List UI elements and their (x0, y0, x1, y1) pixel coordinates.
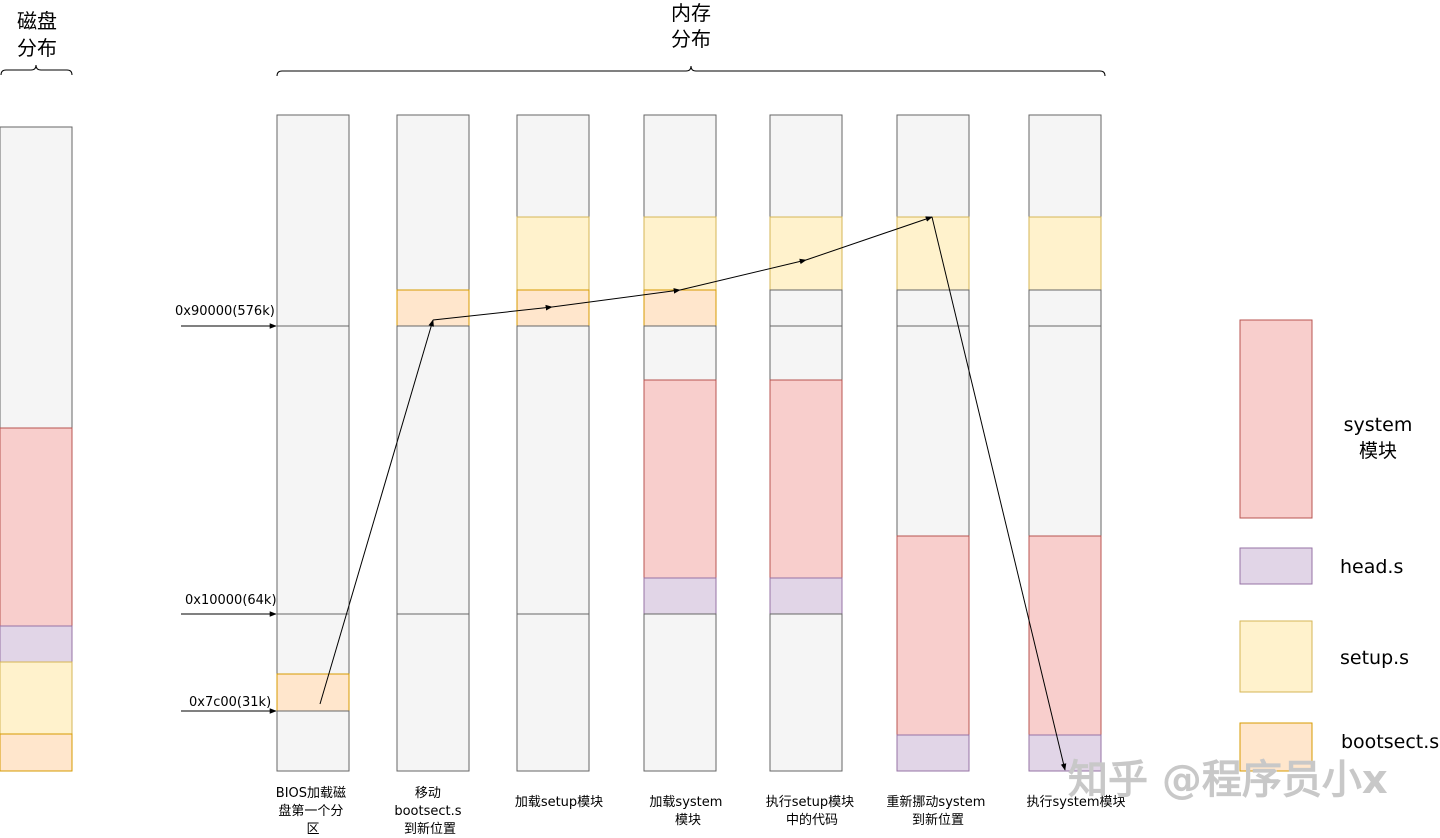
disk-brace (0, 64, 73, 76)
disk-title-line1: 磁盘 (17, 9, 57, 33)
memory-segment-empty (396, 613, 470, 772)
memory-segment-empty (1028, 114, 1102, 218)
legend-label-head: head.s (1340, 556, 1403, 578)
legend-swatch-bootsect (1239, 722, 1313, 772)
memory-segment-setup (516, 216, 590, 291)
disk-segment-head (0, 625, 73, 663)
disk-segment-setup (0, 661, 73, 735)
memory-segment-empty (516, 325, 590, 615)
step-caption-bios-load: BIOS加载磁 盘第一个分 区 (276, 786, 350, 837)
legend-swatch-head (1239, 547, 1313, 585)
memory-segment-head (896, 734, 970, 772)
memory-segment-system (643, 379, 717, 579)
memory-segment-setup (643, 216, 717, 291)
memory-segment-empty (643, 325, 717, 381)
memory-distribution-header: 内存 分布 (276, 1, 1106, 77)
memory-segment-empty (896, 289, 970, 327)
memory-segment-empty (769, 114, 843, 218)
memory-segment-setup (769, 216, 843, 291)
address-label-0x90000: 0x90000(576k) (175, 304, 275, 319)
disk-column (0, 126, 73, 772)
disk-distribution: 磁盘 分布 (0, 9, 73, 772)
memory-column-step-7 (1028, 114, 1102, 772)
memory-segment-system (1028, 535, 1102, 736)
flow-arrow-to-exec-setup (679, 258, 807, 291)
memory-segment-empty (643, 613, 717, 772)
memory-segment-empty (396, 325, 470, 615)
watermark: 知乎 @程序员小x (1068, 757, 1388, 803)
step-caption-load-setup: 加载setup模块 (515, 795, 603, 810)
memory-column-step-6 (896, 114, 970, 772)
legend-label-setup: setup.s (1340, 647, 1409, 669)
memory-segment-system (769, 379, 843, 579)
address-label-0x7c00: 0x7c00(31k) (189, 695, 271, 710)
memory-title-line1: 内存 (671, 1, 711, 25)
memory-column-step-5 (769, 114, 843, 772)
step-caption-move-system: 重新挪动system 到新位置 (886, 794, 989, 828)
legend-swatch-system (1239, 319, 1313, 519)
memory-title-line2: 分布 (671, 27, 711, 51)
memory-segment-empty (769, 289, 843, 327)
flow-arrow-to-exec-system (931, 216, 1067, 771)
memory-segment-bootsect (643, 289, 717, 327)
memory-column-step-4 (643, 114, 717, 772)
flow-arrow-to-system-load (551, 288, 681, 308)
memory-segment-empty (516, 613, 590, 772)
disk-segment-empty (0, 126, 73, 429)
step-captions: BIOS加载磁 盘第一个分 区 移动 bootsect.s 到新位置 加载set… (276, 786, 1126, 837)
memory-segment-empty (1028, 289, 1102, 327)
memory-segment-system (896, 535, 970, 736)
memory-segment-empty (643, 114, 717, 218)
memory-columns (276, 114, 1102, 772)
legend-swatch-setup (1239, 620, 1313, 693)
step-caption-move-bootsect: 移动 bootsect.s 到新位置 (394, 786, 465, 837)
memory-segment-empty (516, 114, 590, 218)
memory-segment-setup (896, 216, 970, 291)
memory-segment-bootsect (516, 289, 590, 327)
memory-segment-empty (276, 613, 350, 675)
legend-label-bootsect: bootsect.s (1341, 731, 1439, 753)
legend-label-system-line1: system (1344, 414, 1413, 436)
memory-segment-bootsect (276, 673, 350, 712)
memory-segment-empty (276, 710, 350, 772)
disk-title-line2: 分布 (17, 36, 57, 60)
memory-segment-empty (276, 325, 350, 615)
memory-segment-head (643, 577, 717, 615)
legend-label-system-line2: 模块 (1359, 440, 1397, 462)
legend: system 模块 head.s setup.s bootsect.s (1239, 319, 1439, 772)
memory-segment-setup (1028, 216, 1102, 291)
memory-brace (276, 65, 1106, 77)
memory-segment-empty (1028, 325, 1102, 537)
memory-segment-empty (896, 114, 970, 218)
disk-segment-system (0, 427, 73, 627)
memory-segment-empty (769, 613, 843, 772)
address-markers: 0x90000(576k) 0x10000(64k) 0x7c00(31k) (175, 304, 277, 714)
address-label-0x10000: 0x10000(64k) (185, 593, 277, 608)
step-caption-exec-setup: 执行setup模块 中的代码 (766, 795, 859, 828)
flow-arrow-to-move-system (805, 216, 933, 261)
memory-column-step-1 (276, 114, 350, 772)
memory-segment-empty (396, 114, 470, 291)
flow-arrow-bootsect-move (319, 319, 434, 705)
memory-column-step-2 (396, 114, 470, 772)
flow-arrow-to-setup-load (432, 304, 553, 321)
step-caption-load-system: 加载system 模块 (649, 795, 726, 828)
disk-segment-bootsect (0, 733, 73, 772)
memory-segment-empty (276, 114, 350, 327)
memory-column-step-3 (516, 114, 590, 772)
flow-arrows (319, 216, 1067, 771)
memory-segment-empty (896, 325, 970, 537)
memory-segment-empty (769, 325, 843, 381)
memory-segment-head (769, 577, 843, 615)
step-caption-exec-system: 执行system模块 (1027, 795, 1126, 810)
